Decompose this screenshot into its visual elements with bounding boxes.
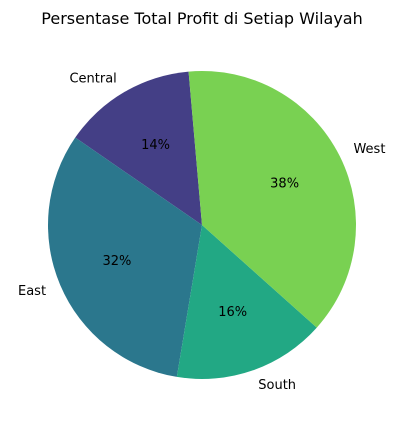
slice-label-west: West [353,142,385,157]
pie-labels: Central 14% East 32% South 16% West 38% [18,72,385,393]
slice-label-south: South [258,378,296,393]
slice-percent-central: 14% [141,138,170,153]
slice-label-east: East [18,284,46,299]
slice-percent-south: 16% [218,305,247,320]
slice-label-central: Central [69,72,116,87]
pie-slices [47,70,356,379]
slice-percent-east: 32% [102,254,131,269]
slice-percent-west: 38% [270,177,299,192]
pie-slice-west [188,70,356,328]
pie-slice-east [47,137,202,377]
pie-slice-central [75,71,202,225]
pie-slice-south [176,225,317,379]
chart-title: Persentase Total Profit di Setiap Wilaya… [41,9,362,28]
